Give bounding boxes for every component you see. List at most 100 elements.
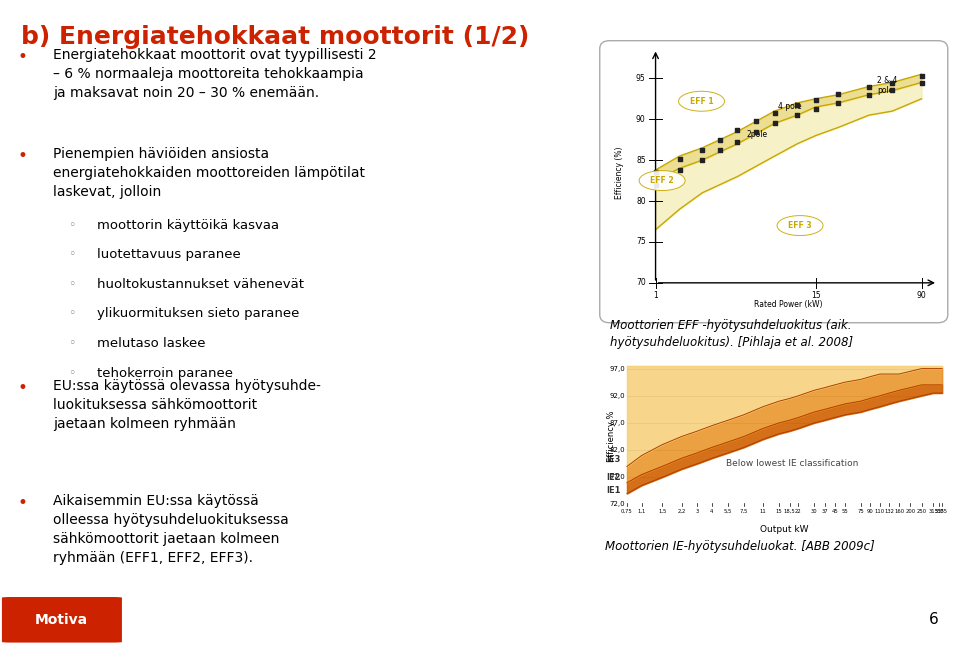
Text: 0,75: 0,75 <box>621 509 633 514</box>
Text: 72,0: 72,0 <box>610 502 625 508</box>
Text: EU:ssa käytössä olevassa hyötysuhde-
luokituksessa sähkömoottorit
jaetaan kolmee: EU:ssa käytössä olevassa hyötysuhde- luo… <box>53 379 321 431</box>
Ellipse shape <box>777 215 823 236</box>
Text: 80: 80 <box>636 197 646 206</box>
Point <box>730 137 745 147</box>
Point <box>672 165 687 175</box>
Point <box>830 89 846 99</box>
Text: 1: 1 <box>653 291 658 300</box>
Point <box>790 99 805 110</box>
Text: 22: 22 <box>795 509 802 514</box>
Point <box>694 145 709 156</box>
Text: Aikaisemmin EU:ssa käytössä
olleessa hyötysuhdeluokituksessa
sähkömoottorit jaet: Aikaisemmin EU:ssa käytössä olleessa hyö… <box>53 494 289 565</box>
Text: 160: 160 <box>894 509 904 514</box>
Point <box>861 82 876 93</box>
Text: 315: 315 <box>928 509 938 514</box>
Text: 4 pole: 4 pole <box>778 103 802 112</box>
Point <box>830 98 846 108</box>
Text: ◦: ◦ <box>68 308 75 321</box>
Text: 95: 95 <box>636 74 646 83</box>
Text: 7,5: 7,5 <box>739 509 748 514</box>
Point <box>808 103 824 114</box>
Text: Moottorien EFF -hyötysuhdeluokitus (aik.
hyötysuhdeluokitus). [Pihlaja et al. 20: Moottorien EFF -hyötysuhdeluokitus (aik.… <box>610 319 852 349</box>
Point <box>713 134 729 145</box>
Text: 15: 15 <box>811 291 821 300</box>
Text: tehokerroin paranee: tehokerroin paranee <box>97 367 233 380</box>
Text: 55: 55 <box>842 509 849 514</box>
Point <box>730 125 745 135</box>
FancyBboxPatch shape <box>600 41 948 323</box>
Point <box>790 110 805 120</box>
Text: 75: 75 <box>636 238 646 247</box>
Text: IE3: IE3 <box>607 455 621 464</box>
Point <box>808 94 824 104</box>
Text: •: • <box>17 494 28 512</box>
Point <box>767 118 782 129</box>
Text: 132: 132 <box>884 509 894 514</box>
Text: 87,0: 87,0 <box>610 420 625 426</box>
Point <box>861 90 876 100</box>
Text: 37: 37 <box>822 509 828 514</box>
FancyBboxPatch shape <box>2 597 122 643</box>
Text: 85: 85 <box>636 156 646 165</box>
Point <box>767 108 782 118</box>
Text: Rated Power (kW): Rated Power (kW) <box>755 300 823 310</box>
Ellipse shape <box>639 171 685 191</box>
Text: 15: 15 <box>776 509 782 514</box>
Text: 97,0: 97,0 <box>610 365 625 372</box>
Text: 11: 11 <box>759 509 766 514</box>
Text: 1,5: 1,5 <box>658 509 666 514</box>
Text: ◦: ◦ <box>68 219 75 232</box>
Text: IE2: IE2 <box>607 473 621 482</box>
Text: 92,0: 92,0 <box>610 393 625 398</box>
Text: Moottorien IE-hyötysuhdeluokat. [ABB 2009c]: Moottorien IE-hyötysuhdeluokat. [ABB 200… <box>605 540 875 553</box>
Text: ◦: ◦ <box>68 337 75 350</box>
Text: 4: 4 <box>710 509 713 514</box>
Text: 90: 90 <box>917 291 926 300</box>
Text: 375: 375 <box>937 509 948 514</box>
Ellipse shape <box>679 92 725 111</box>
Text: 2pole: 2pole <box>746 130 767 140</box>
Text: 82,0: 82,0 <box>610 447 625 453</box>
Text: 250: 250 <box>917 509 926 514</box>
Text: 77,0: 77,0 <box>610 474 625 480</box>
Point <box>885 84 900 95</box>
Point <box>914 78 929 88</box>
Text: 2 & 4
pole: 2 & 4 pole <box>877 76 898 95</box>
Point <box>648 167 663 178</box>
Text: 5,5: 5,5 <box>724 509 732 514</box>
Text: 70: 70 <box>636 278 646 288</box>
Text: luotettavuus paranee: luotettavuus paranee <box>97 248 241 261</box>
Text: •: • <box>17 147 28 165</box>
Text: Efficiency %: Efficiency % <box>607 411 615 462</box>
Text: b) Energiatehokkaat moottorit (1/2): b) Energiatehokkaat moottorit (1/2) <box>21 25 530 49</box>
Text: Motiva: Motiva <box>35 613 88 627</box>
Text: 90: 90 <box>867 509 874 514</box>
Text: 18,5: 18,5 <box>783 509 796 514</box>
Text: huoltokustannukset vähenevät: huoltokustannukset vähenevät <box>97 278 304 291</box>
Text: 110: 110 <box>875 509 885 514</box>
Point <box>914 71 929 81</box>
Text: IE1: IE1 <box>607 485 621 495</box>
Text: 45: 45 <box>831 509 838 514</box>
Text: 30: 30 <box>811 509 817 514</box>
Text: Output kW: Output kW <box>760 524 809 533</box>
Text: ◦: ◦ <box>68 367 75 380</box>
Point <box>672 153 687 164</box>
Point <box>648 180 663 190</box>
Text: melutaso laskee: melutaso laskee <box>97 337 205 350</box>
Point <box>749 116 764 126</box>
Text: 3: 3 <box>696 509 699 514</box>
Point <box>749 127 764 137</box>
Text: •: • <box>17 48 28 66</box>
Text: 6: 6 <box>929 612 939 628</box>
Text: EFF 2: EFF 2 <box>650 176 674 185</box>
Text: 355: 355 <box>934 509 945 514</box>
Text: ylikuormituksen sieto paranee: ylikuormituksen sieto paranee <box>97 308 300 321</box>
Point <box>713 145 729 156</box>
Text: 2,2: 2,2 <box>678 509 685 514</box>
Text: Efficiency (%): Efficiency (%) <box>615 146 624 199</box>
Text: 1,1: 1,1 <box>637 509 646 514</box>
Text: ◦: ◦ <box>68 278 75 291</box>
Text: EFF 1: EFF 1 <box>689 97 713 106</box>
Text: ◦: ◦ <box>68 248 75 261</box>
